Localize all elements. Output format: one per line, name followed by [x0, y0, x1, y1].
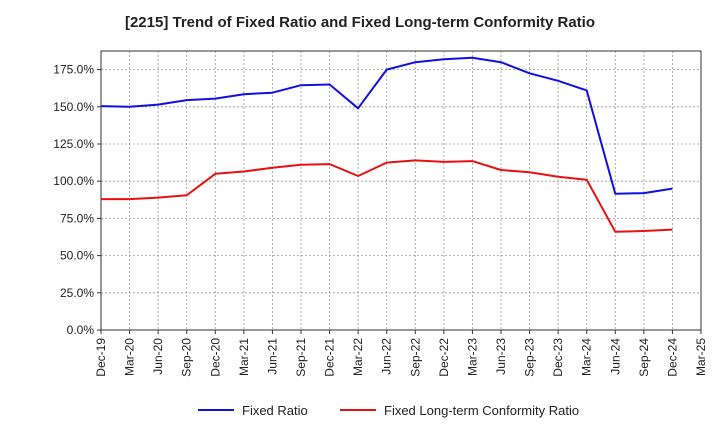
x-tick-label: Mar-20 — [123, 338, 137, 376]
legend-item-fixed-long-term-conformity-ratio: Fixed Long-term Conformity Ratio — [384, 403, 579, 418]
x-tick-label: Dec-22 — [437, 338, 451, 377]
y-tick-label: 0.0% — [67, 323, 95, 337]
x-tick-label: Jun-22 — [380, 338, 394, 375]
y-tick-label: 100.0% — [53, 174, 94, 188]
y-tick-label: 75.0% — [60, 211, 94, 225]
y-tick-label: 175.0% — [53, 63, 94, 77]
series-line-fixed-long-term-conformity-ratio — [101, 159, 673, 233]
x-tick-label: Jun-21 — [265, 338, 279, 375]
series-line-fixed-ratio — [100, 56, 673, 195]
y-tick-label: 125.0% — [53, 137, 94, 151]
x-tick-label: Sep-21 — [294, 338, 308, 377]
x-tick-label: Mar-24 — [580, 338, 594, 376]
x-tick-label: Dec-19 — [94, 338, 108, 377]
y-tick-label: 150.0% — [53, 100, 94, 114]
x-tick-label: Sep-22 — [408, 338, 422, 377]
legend-item-fixed-ratio: Fixed Ratio — [242, 403, 308, 418]
x-tick-label: Dec-23 — [551, 338, 565, 377]
x-tick-label: Sep-23 — [523, 338, 537, 377]
y-tick-label: 25.0% — [60, 286, 94, 300]
y-tick-label: 50.0% — [60, 249, 94, 263]
x-tick-label: Dec-24 — [665, 338, 679, 377]
x-tick-label: Jun-23 — [494, 338, 508, 375]
x-tick-label: Mar-25 — [694, 338, 708, 376]
x-tick-label: Mar-21 — [237, 338, 251, 376]
x-tick-label: Mar-22 — [351, 338, 365, 376]
x-tick-label: Dec-20 — [208, 338, 222, 377]
x-tick-label: Sep-24 — [637, 338, 651, 377]
plot-area-frame — [100, 50, 702, 331]
x-tick-label: Jun-24 — [608, 338, 622, 375]
x-tick-label: Dec-21 — [323, 338, 337, 377]
x-tick-label: Jun-20 — [151, 338, 165, 375]
x-tick-label: Mar-23 — [465, 338, 479, 376]
x-tick-label: Sep-20 — [180, 338, 194, 377]
chart-title: [2215] Trend of Fixed Ratio and Fixed Lo… — [124, 14, 596, 31]
